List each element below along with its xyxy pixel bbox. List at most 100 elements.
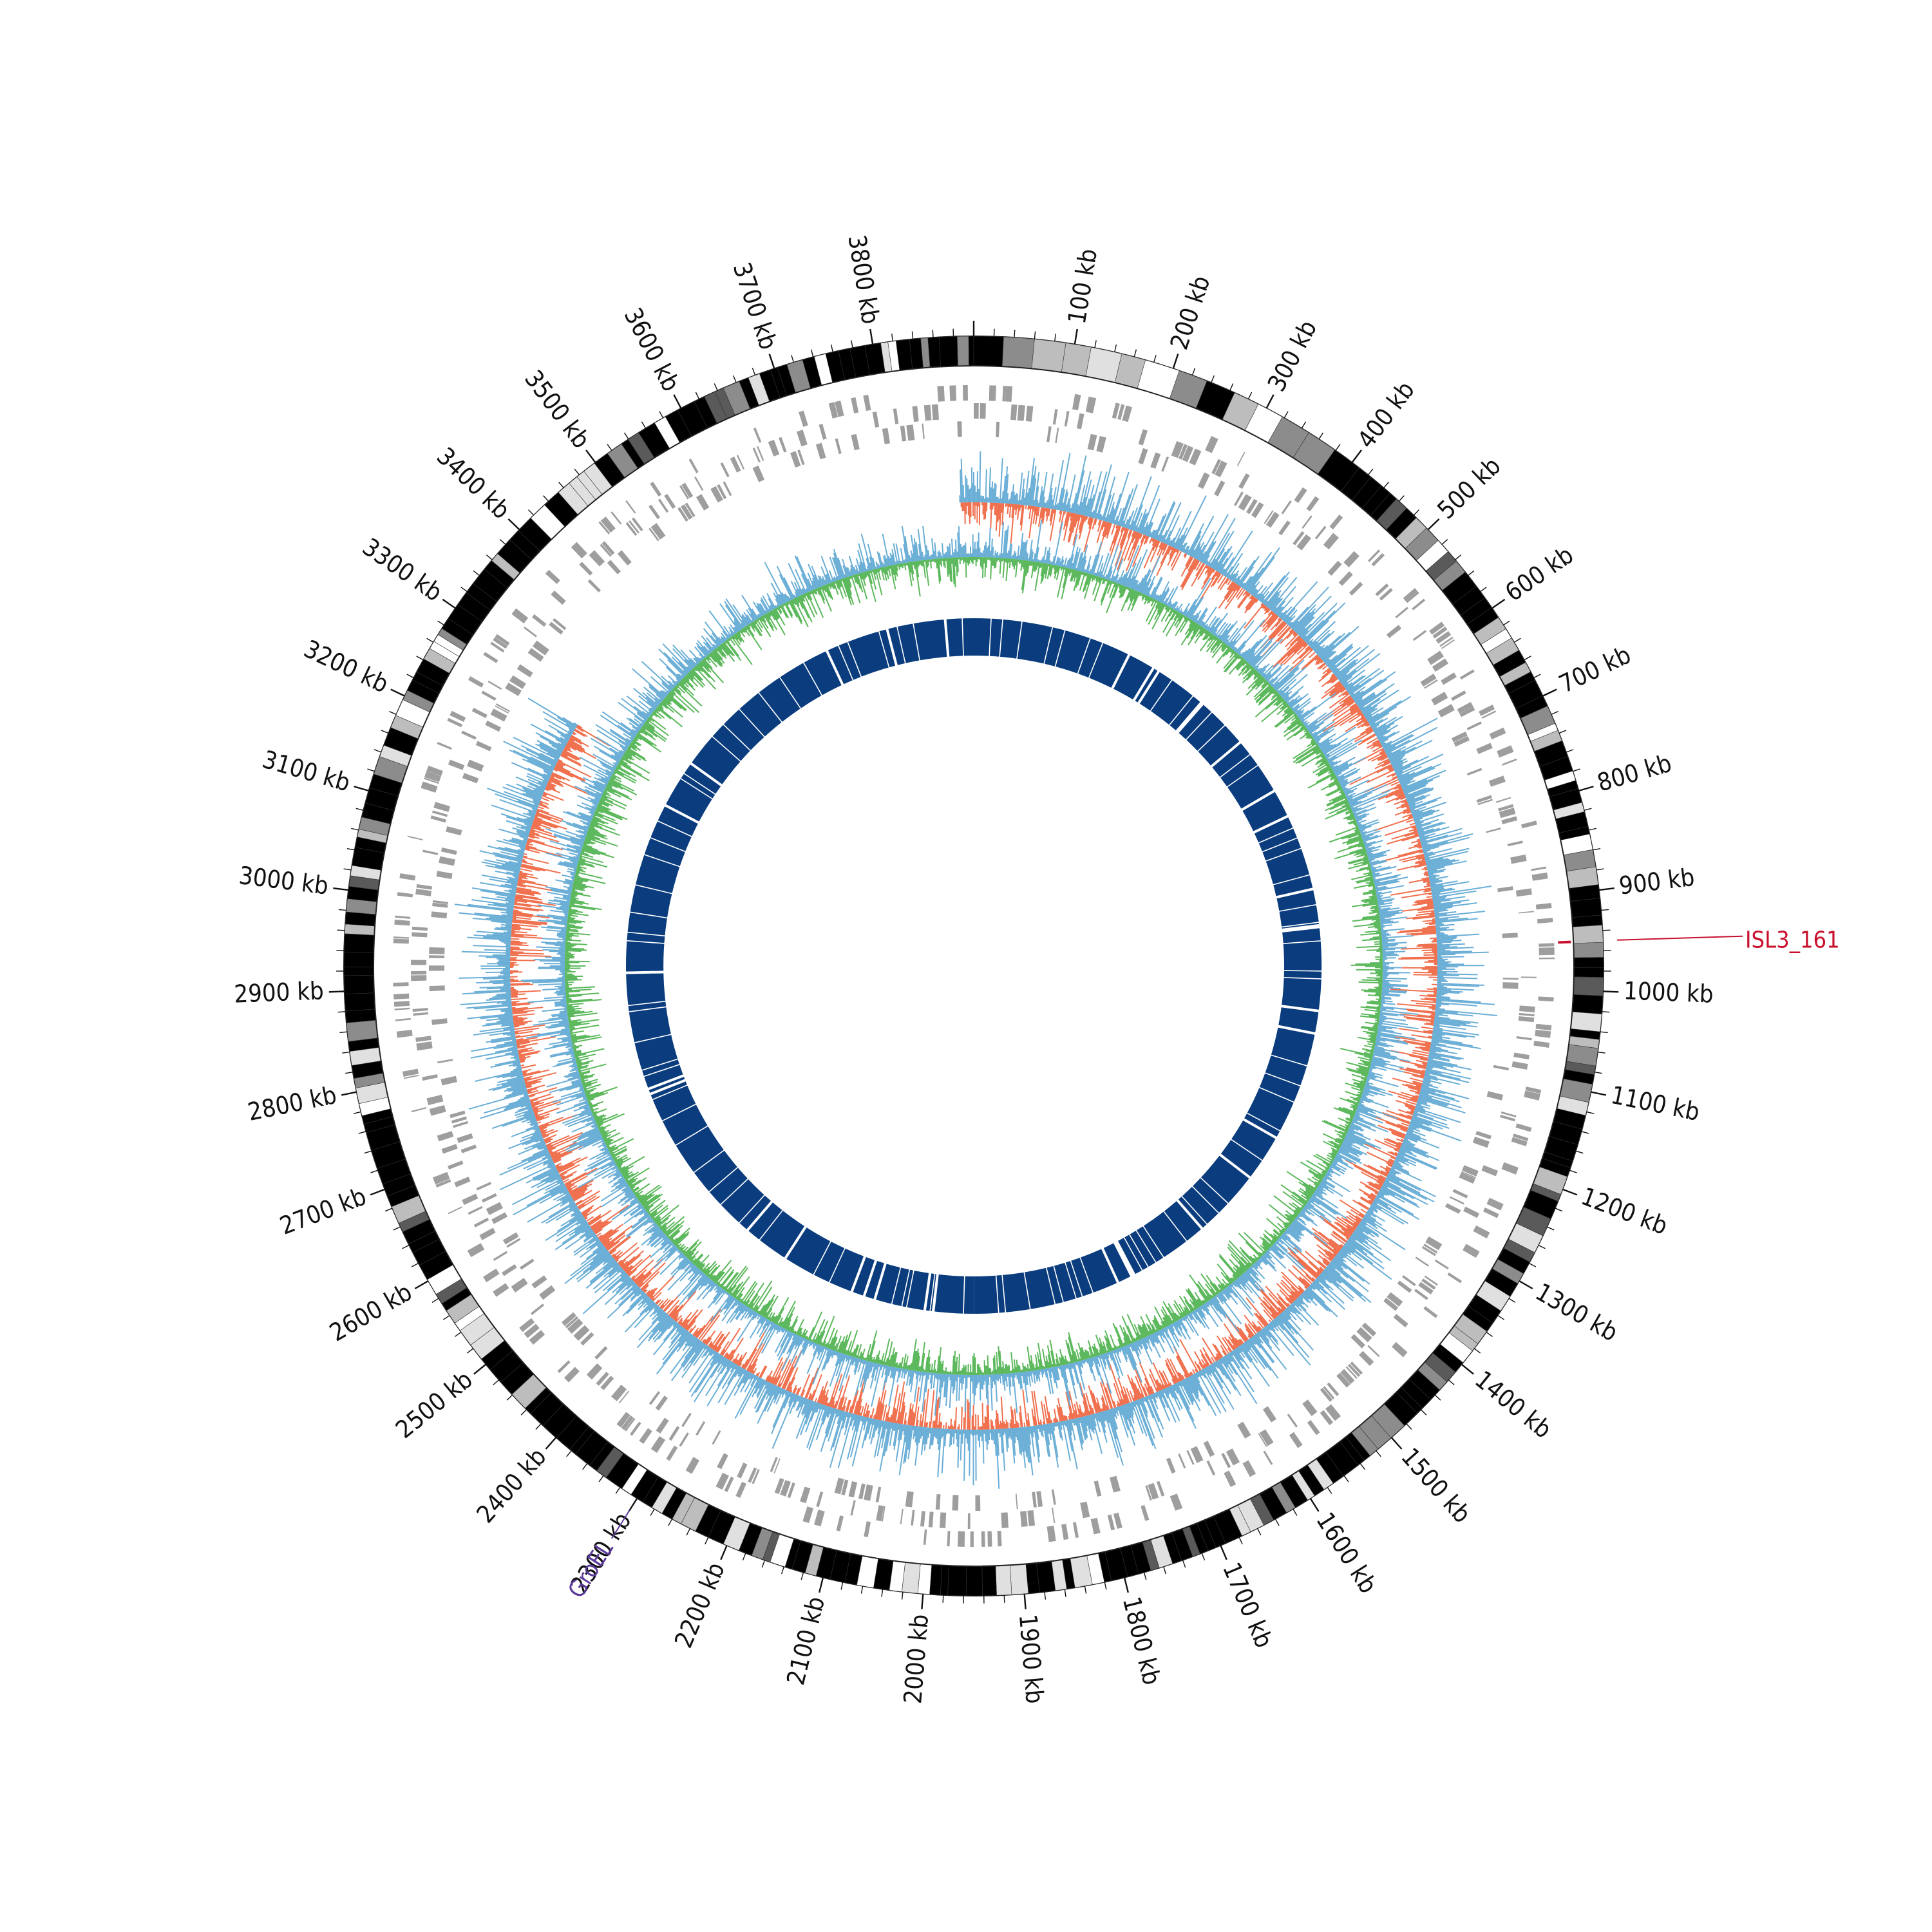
gc-skew-bar-positive: [1341, 676, 1353, 685]
gc-skew-bar-negative: [526, 1084, 532, 1088]
gc-skew-bar-negative: [1317, 662, 1325, 670]
gc-skew-bar-negative: [1425, 1046, 1430, 1048]
gc-skew-bar-positive: [490, 1060, 520, 1068]
gc-skew-bar-positive: [934, 1428, 936, 1437]
gc-skew-bar-negative: [759, 1365, 766, 1378]
gc-skew-bar-negative: [515, 1033, 540, 1039]
gc-skew-bar-positive: [1393, 764, 1403, 770]
gc-skew-bar-positive: [548, 742, 564, 751]
gc-skew-bar-negative: [1227, 1339, 1235, 1350]
gene-tile: [1259, 1429, 1274, 1446]
gc-skew-bar-positive: [1435, 923, 1455, 927]
gc-skew-bar-negative: [567, 742, 596, 759]
gene-tile: [441, 1144, 458, 1154]
gc-skew-bar-negative: [1288, 1297, 1294, 1303]
gc-skew-bar-positive: [1343, 669, 1366, 687]
gc-skew-bar-negative: [1106, 523, 1112, 539]
gc-skew-bar-negative: [862, 1403, 867, 1417]
gc-content-bar-above: [1075, 567, 1077, 571]
gc-skew-bar-positive: [1312, 630, 1335, 651]
gc-skew-bar-negative: [1367, 724, 1370, 727]
gc-skew-bar-positive: [1157, 1391, 1166, 1408]
gc-skew-bar-positive: [1152, 1393, 1157, 1403]
gc-skew-bar-positive: [1383, 1183, 1405, 1196]
gc-skew-bar-negative: [1416, 900, 1434, 904]
gene-tile: [531, 1303, 545, 1315]
gc-skew-bar-positive: [1436, 997, 1451, 999]
tick-label: 2000 kb: [898, 1613, 934, 1705]
gc-skew-bar-positive: [867, 1418, 873, 1434]
gc-skew-bar-negative: [1394, 791, 1404, 796]
gc-skew-bar-positive: [1241, 582, 1246, 588]
gc-skew-bar-negative: [1185, 556, 1191, 567]
gc-skew-bar-negative: [1314, 1231, 1340, 1253]
gc-skew-bar-negative: [533, 820, 557, 829]
gc-content-bar-above: [1126, 578, 1132, 588]
gc-skew-bar-negative: [721, 1327, 741, 1356]
gc-content-bar-below: [1013, 559, 1016, 570]
gc-skew-bar-positive: [577, 1217, 585, 1222]
gc-skew-bar-negative: [1374, 1182, 1382, 1188]
gene-tile: [816, 1492, 824, 1508]
gc-skew-bar-negative: [1411, 933, 1437, 936]
gc-skew-bar-positive: [526, 1104, 532, 1108]
gc-skew-bar-positive: [1209, 1364, 1215, 1372]
major-tick: [333, 887, 349, 891]
gene-tile: [1472, 1136, 1490, 1148]
gc-skew-bar-positive: [1123, 523, 1126, 528]
gc-skew-bar-positive: [734, 1376, 759, 1419]
gc-skew-bar-positive: [550, 1165, 556, 1170]
gc-skew-bar-positive: [1397, 1154, 1417, 1164]
minor-tick: [416, 656, 424, 661]
gc-skew-bar-negative: [1425, 1022, 1434, 1025]
gc-skew-bar-positive: [625, 1301, 655, 1332]
gc-content-bar-below: [1093, 575, 1096, 580]
gene-tile: [957, 1531, 965, 1547]
gc-skew-bar-positive: [544, 771, 552, 776]
gc-skew-bar-positive: [1229, 1351, 1234, 1356]
gc-skew-bar-positive: [612, 1263, 619, 1269]
gc-skew-bar-positive: [1113, 1408, 1118, 1419]
gc-skew-bar-positive: [1351, 1234, 1364, 1244]
gc-skew-bar-positive: [1230, 573, 1236, 581]
gc-skew-bar-positive: [522, 1135, 543, 1146]
gc-content-bar-above: [1128, 556, 1142, 588]
gc-skew-bar-negative: [518, 875, 527, 878]
gc-skew-bar-negative: [1028, 506, 1031, 509]
gc-skew-bar-negative: [547, 1135, 582, 1151]
gc-content-bar-below: [1054, 565, 1057, 574]
gc-skew-bar-negative: [714, 1346, 718, 1351]
gc-skew-bar-positive: [531, 808, 538, 811]
gc-skew-bar-negative: [516, 889, 542, 895]
gc-skew-bar-positive: [1247, 547, 1280, 592]
gc-skew-bar-positive: [1153, 1393, 1157, 1398]
gc-skew-bar-negative: [605, 1232, 625, 1248]
gc-skew-bar-positive: [1396, 1156, 1417, 1167]
gc-skew-bar-negative: [1406, 1067, 1426, 1073]
gc-skew-bar-negative: [1280, 1271, 1303, 1294]
gc-skew-bar-positive: [511, 1178, 562, 1206]
gc-skew-bar-positive: [837, 1410, 841, 1417]
gene-tile: [625, 522, 638, 536]
gc-skew-bar-positive: [1227, 1353, 1233, 1362]
gc-skew-bar-positive: [1170, 1385, 1183, 1410]
gc-skew-bar-negative: [726, 1349, 734, 1359]
gc-skew-bar-negative: [627, 1270, 632, 1275]
gc-skew-bar-positive: [902, 1424, 905, 1432]
gc-skew-bar-positive: [1135, 1400, 1154, 1446]
gc-skew-bar-positive: [495, 865, 520, 872]
gc-skew-bar-negative: [1196, 562, 1202, 571]
gc-skew-bar-negative: [526, 842, 533, 846]
gc-skew-bar-positive: [1010, 491, 1012, 504]
gc-skew-bar-positive: [1288, 621, 1293, 627]
gc-skew-bar-negative: [572, 732, 576, 735]
gc-skew-bar-negative: [1321, 675, 1336, 688]
gc-skew-bar-positive: [734, 1370, 749, 1396]
gc-skew-bar-negative: [630, 1275, 636, 1280]
minor-tick: [1003, 1595, 1005, 1603]
gc-skew-bar-positive: [1434, 913, 1447, 916]
gc-skew-bar-negative: [1412, 1074, 1424, 1079]
gc-content-bar-above: [1076, 552, 1083, 571]
gc-skew-bar-positive: [1429, 1050, 1436, 1054]
gc-skew-bar-positive: [1390, 1168, 1401, 1175]
